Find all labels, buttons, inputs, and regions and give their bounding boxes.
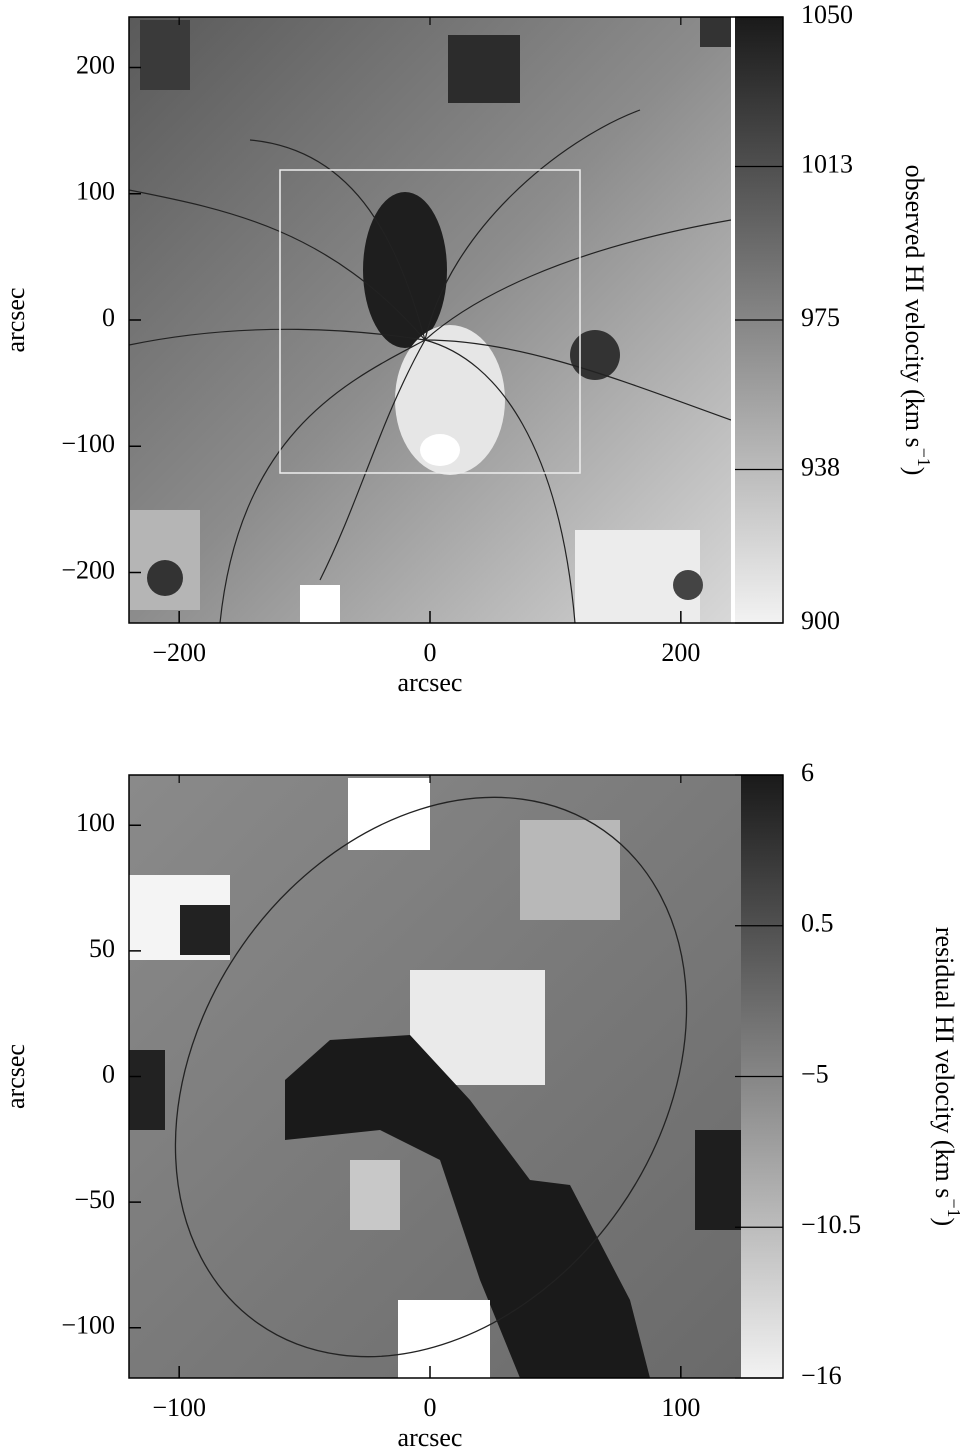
y-tick-label: 0 [102, 303, 115, 332]
y-tick-label: −200 [61, 555, 115, 584]
colorbar-tick-label: 1050 [801, 0, 853, 29]
colorbar-label-end: ) [930, 1217, 959, 1226]
colorbar-tick-label: 975 [801, 303, 840, 332]
colorbar-tick-label: −5 [801, 1059, 829, 1088]
y-tick-label: 100 [76, 808, 115, 837]
colorbar-tick-label: 0.5 [801, 909, 834, 938]
x-tick-label: 0 [424, 1393, 437, 1422]
x-tick-label: 200 [661, 638, 700, 667]
observed-velocity-map [129, 17, 731, 623]
figure: −2000200−200−100010020090093897510131050… [0, 0, 963, 1450]
colorbar-label-end: ) [900, 467, 929, 476]
colorbar-label-text: residual HI velocity (km s [930, 927, 959, 1199]
y-tick-label: −50 [74, 1185, 115, 1214]
colorbar-label-sup: −1 [944, 1198, 963, 1217]
colorbar-tick-label: 1013 [801, 149, 853, 178]
x-tick-label: 0 [424, 638, 437, 667]
colorbar-label: observed HI velocity (km s−1) [900, 165, 934, 476]
y-tick-label: 200 [76, 50, 115, 79]
colorbar-tick-label: 900 [801, 606, 840, 635]
colorbar-tick-label: −16 [801, 1361, 842, 1390]
y-axis-label: arcsec [1, 288, 30, 353]
colorbar-label-sup: −1 [914, 448, 934, 467]
y-tick-label: −100 [61, 1311, 115, 1340]
x-tick-label: −100 [152, 1393, 206, 1422]
y-tick-label: 100 [76, 177, 115, 206]
x-axis-label: arcsec [398, 1423, 463, 1450]
colorbar-tick-label: 6 [801, 758, 814, 787]
colorbar-label: residual HI velocity (km s−1) [930, 927, 963, 1226]
colorbar-tick-label: 938 [801, 452, 840, 481]
y-tick-label: −100 [61, 429, 115, 458]
x-tick-label: −200 [152, 638, 206, 667]
y-axis-label: arcsec [1, 1044, 30, 1109]
page: −2000200−200−100010020090093897510131050… [0, 0, 963, 1450]
residual-velocity-map [70, 699, 792, 1450]
x-tick-label: 100 [661, 1393, 700, 1422]
y-tick-label: 50 [89, 934, 115, 963]
colorbar-tick-label: −10.5 [801, 1210, 861, 1239]
y-tick-label: 0 [102, 1059, 115, 1088]
x-axis-label: arcsec [398, 668, 463, 697]
colorbar-label-text: observed HI velocity (km s [900, 165, 929, 448]
